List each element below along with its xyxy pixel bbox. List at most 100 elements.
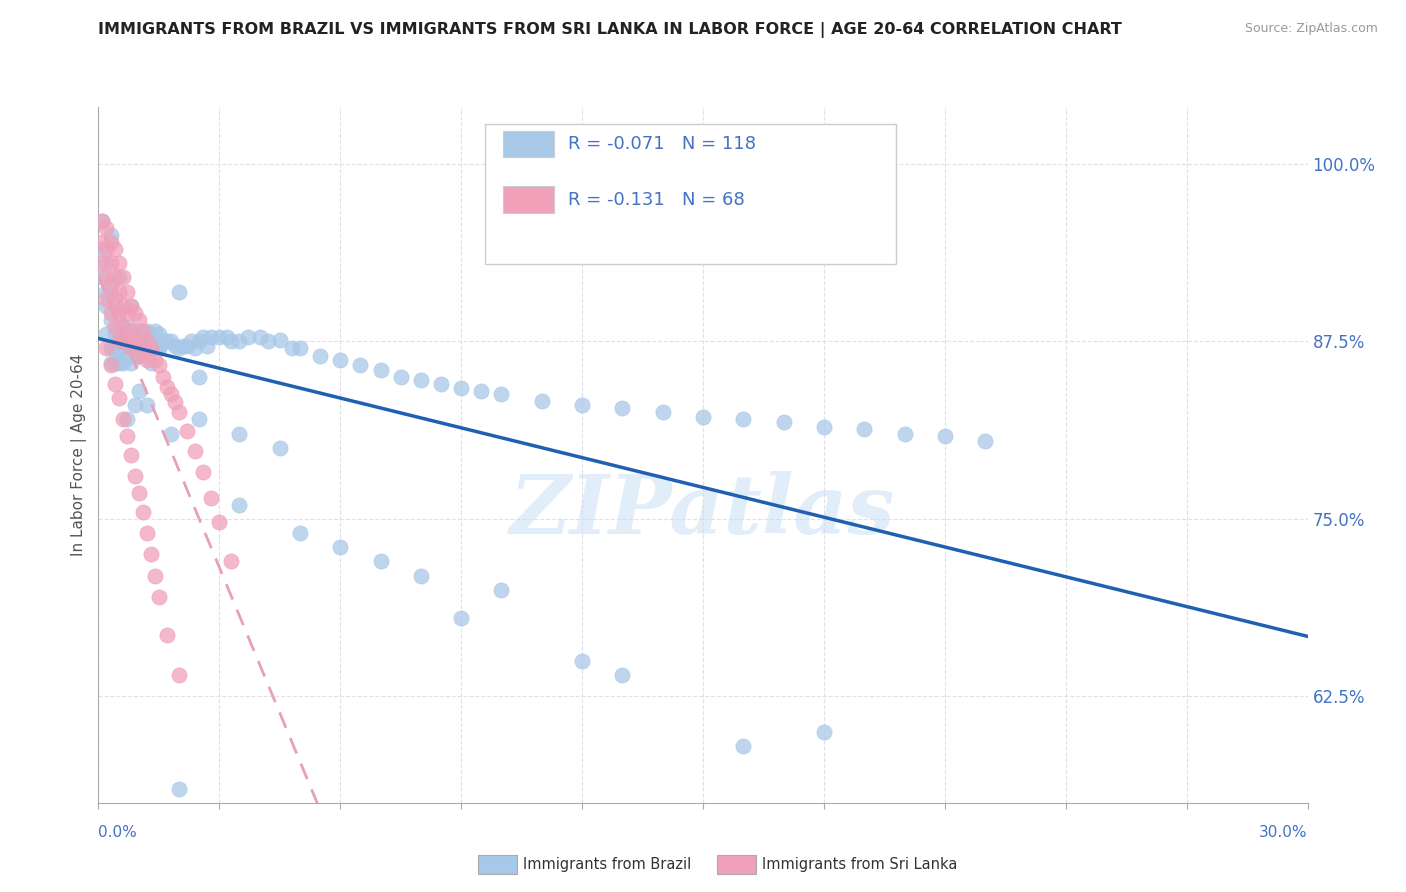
Point xyxy=(163,395,186,409)
Point xyxy=(692,409,714,424)
Point xyxy=(329,352,352,367)
Point xyxy=(156,380,179,394)
Text: R = -0.131   N = 68: R = -0.131 N = 68 xyxy=(568,191,744,209)
Point xyxy=(974,434,997,448)
Point xyxy=(128,313,150,327)
Point xyxy=(409,568,432,582)
Point xyxy=(184,342,207,356)
Point xyxy=(228,498,250,512)
Point xyxy=(409,373,432,387)
Point xyxy=(221,554,243,568)
Point xyxy=(107,306,129,320)
Point xyxy=(96,285,118,299)
Point xyxy=(188,412,211,426)
Point xyxy=(103,292,125,306)
Point xyxy=(772,415,794,429)
Point xyxy=(288,526,311,541)
Point xyxy=(91,235,114,249)
Point xyxy=(115,334,138,349)
Point xyxy=(893,426,915,441)
Point xyxy=(115,334,138,349)
Point xyxy=(349,359,371,373)
Point xyxy=(107,334,129,349)
Point xyxy=(195,338,218,352)
Point xyxy=(120,327,142,342)
Point xyxy=(111,342,134,356)
Point xyxy=(91,213,114,227)
Point xyxy=(132,344,155,359)
Point xyxy=(128,349,150,363)
Point xyxy=(100,306,122,320)
Point xyxy=(115,285,138,299)
Point xyxy=(135,342,157,356)
Point xyxy=(152,334,174,349)
Point xyxy=(124,469,146,483)
Text: Immigrants from Brazil: Immigrants from Brazil xyxy=(523,857,692,871)
Point xyxy=(100,342,122,356)
Point xyxy=(132,327,155,342)
Text: Source: ZipAtlas.com: Source: ZipAtlas.com xyxy=(1244,22,1378,36)
Point xyxy=(167,668,190,682)
Point xyxy=(120,342,142,356)
Point xyxy=(269,333,291,347)
Point xyxy=(228,334,250,349)
Point xyxy=(148,359,170,373)
Point xyxy=(91,270,114,285)
Point xyxy=(96,299,118,313)
Point xyxy=(100,356,122,370)
Point xyxy=(167,781,190,796)
Point xyxy=(934,429,956,443)
Point xyxy=(120,299,142,313)
Point xyxy=(221,334,243,349)
Point xyxy=(111,270,134,285)
Point xyxy=(208,330,231,344)
FancyBboxPatch shape xyxy=(503,131,554,157)
Point xyxy=(813,419,835,434)
Point xyxy=(115,429,138,443)
Point xyxy=(329,540,352,554)
Point xyxy=(128,486,150,500)
Point xyxy=(135,325,157,339)
Point xyxy=(156,628,179,642)
Point xyxy=(143,568,166,582)
Point xyxy=(128,325,150,339)
Point xyxy=(651,405,673,419)
Point xyxy=(103,327,125,342)
Point xyxy=(143,342,166,356)
Point xyxy=(853,422,876,436)
Point xyxy=(132,325,155,339)
Point xyxy=(111,334,134,349)
Point xyxy=(612,401,634,415)
Point xyxy=(530,394,553,409)
Point xyxy=(156,334,179,349)
Point xyxy=(612,668,634,682)
Point xyxy=(135,398,157,412)
Point xyxy=(188,334,211,349)
Point xyxy=(172,338,194,352)
Point xyxy=(107,256,129,270)
Point xyxy=(96,256,118,270)
Point xyxy=(188,369,211,384)
Point xyxy=(571,398,593,412)
Point xyxy=(128,334,150,349)
Point xyxy=(132,342,155,356)
Text: IMMIGRANTS FROM BRAZIL VS IMMIGRANTS FROM SRI LANKA IN LABOR FORCE | AGE 20-64 C: IMMIGRANTS FROM BRAZIL VS IMMIGRANTS FRO… xyxy=(98,22,1122,38)
Point xyxy=(176,338,198,352)
Point xyxy=(139,356,162,370)
Point xyxy=(249,330,271,344)
Point xyxy=(115,349,138,363)
Point xyxy=(107,285,129,299)
Point xyxy=(139,342,162,356)
Point xyxy=(571,654,593,668)
Point xyxy=(124,334,146,349)
Point xyxy=(236,330,259,344)
Point xyxy=(107,391,129,405)
Point xyxy=(100,277,122,292)
Point xyxy=(91,213,114,227)
Text: ZIPatlas: ZIPatlas xyxy=(510,471,896,550)
Point xyxy=(491,582,513,597)
Point xyxy=(100,359,122,373)
Point xyxy=(96,242,118,256)
Point xyxy=(370,554,392,568)
Y-axis label: In Labor Force | Age 20-64: In Labor Force | Age 20-64 xyxy=(72,354,87,556)
